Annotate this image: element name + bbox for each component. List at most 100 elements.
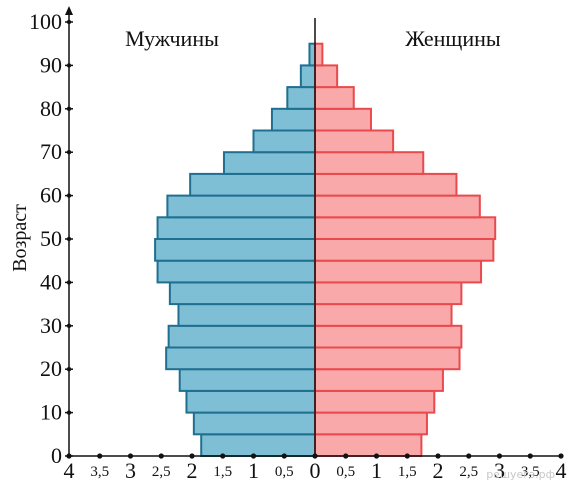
y-axis-arrow [65,6,73,15]
y-tick-dot-100 [66,19,72,25]
y-tick-label-20: 20 [40,356,62,381]
y-tick-dot-70 [66,150,72,155]
bar-women-30 [314,303,453,327]
x-tick-dot-0 [66,453,72,459]
x-tick-label-8: 0 [310,458,321,483]
x-tick-label-11: 1,5 [398,464,417,480]
x-tick-dot-3 [158,453,164,459]
bar-women-40 [314,259,483,284]
bar-women-55 [314,194,481,219]
bar-men-40 [156,259,316,284]
bar-women-10 [314,389,436,414]
bar-men-20 [165,346,316,371]
y-tick-dot-30 [66,323,72,328]
x-tick-label-14: 3 [494,458,505,483]
men-bars [154,42,317,457]
x-tick-label-3: 2,5 [152,464,171,480]
bar-men-75 [270,107,317,132]
x-tick-dot-8 [312,453,318,459]
y-tick-label-0: 0 [51,443,62,468]
x-tick-label-4: 2 [187,458,198,483]
y-tick-label-50: 50 [40,226,62,251]
y-tick-label-80: 80 [40,96,62,121]
y-tick-label-70: 70 [40,139,62,164]
x-tick-dot-9 [343,453,349,459]
y-tick-label-90: 90 [40,52,62,77]
bar-men-25 [167,324,316,349]
bar-men-0 [200,433,317,457]
y-tick-dot-60 [66,193,72,198]
x-tick-dot-12 [435,453,441,459]
bar-men-10 [185,389,316,414]
axes [65,6,564,459]
bar-women-45 [314,238,495,262]
x-tick-label-0: 4 [64,458,75,483]
x-tick-dot-2 [127,453,134,459]
x-tick-dot-14 [496,453,503,459]
bar-men-65 [222,151,316,175]
bar-women-65 [314,151,425,175]
x-tick-label-12: 2 [433,458,444,483]
x-tick-dot-15 [527,453,533,459]
bar-men-50 [156,216,316,241]
y-tick-label-100: 100 [29,9,62,34]
bar-women-15 [314,368,444,392]
bar-men-35 [168,281,316,306]
bar-women-0 [314,433,423,457]
bar-women-25 [314,324,463,349]
x-tick-label-6: 1 [248,458,259,483]
bar-women-50 [314,216,497,241]
y-tick-dot-40 [66,280,72,285]
y-tick-dot-80 [66,106,72,112]
bar-women-5 [314,411,428,436]
bar-women-35 [314,281,463,306]
series-label-women: Женщины [405,26,501,51]
x-tick-label-7: 0,5 [275,464,294,480]
bar-women-60 [314,172,458,197]
y-tick-label-10: 10 [40,400,62,425]
x-tick-dot-11 [404,453,410,459]
x-tick-dot-5 [220,453,226,459]
x-tick-dot-16 [558,453,564,459]
x-tick-label-13: 2,5 [459,464,478,480]
women-bars [314,42,497,457]
bar-men-70 [252,129,316,154]
bar-men-80 [286,86,317,110]
x-tick-dot-13 [466,453,472,459]
x-tick-label-9: 0,5 [336,464,355,480]
x-tick-label-1: 3,5 [90,464,109,480]
x-tick-dot-4 [189,453,195,459]
bar-men-5 [192,411,316,436]
x-tick-label-10: 1 [371,458,382,483]
y-tick-label-30: 30 [40,313,62,338]
x-tick-dot-6 [250,453,257,459]
bar-women-70 [314,129,395,154]
y-tick-label-40: 40 [40,269,62,294]
x-tick-label-5: 1,5 [213,464,232,480]
y-tick-dot-20 [66,367,72,372]
bar-men-60 [189,172,316,197]
bar-women-80 [314,86,355,110]
y-tick-dot-90 [66,63,72,68]
x-tick-dot-1 [97,453,103,459]
bar-women-20 [314,346,461,371]
watermark: решуегэ.рф [486,468,555,481]
bar-men-30 [177,303,316,327]
bar-women-90 [314,42,324,67]
bar-men-45 [154,238,316,262]
bar-men-85 [299,64,317,89]
x-tick-label-2: 3 [125,458,136,483]
series-label-men: Мужчины [125,26,219,51]
x-tick-dot-7 [281,453,287,459]
bar-men-55 [166,194,316,219]
bar-men-15 [178,368,316,392]
x-tick-dot-10 [373,453,380,459]
bar-women-85 [314,64,339,89]
x-tick-label-15: 3,5 [521,464,540,480]
x-tick-label-16: 4 [556,458,567,483]
y-tick-label-60: 60 [40,183,62,208]
y-tick-dot-50 [66,236,72,242]
y-axis-label: Возраст [9,204,31,272]
